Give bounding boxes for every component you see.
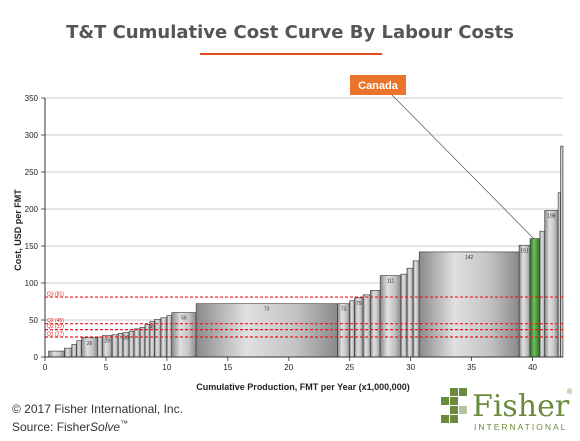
logo-subtitle: INTERNATIONAL [474,422,567,432]
cost-bar [406,267,414,358]
y-tick-label: 250 [25,168,39,177]
cost-bar [400,273,408,358]
logo-wordmark: Fisher [472,389,570,424]
cost-bar [379,275,402,358]
source-prefix: Source: Fisher [12,420,91,434]
cost-bar [518,244,531,358]
x-tick-label: 0 [43,363,48,372]
chart-title: T&T Cumulative Cost Curve By Labour Cost… [66,22,514,43]
bar-label: 26 [87,341,93,347]
cost-bar [539,230,546,358]
x-tick-label: 20 [284,363,293,372]
cost-bar [362,294,371,358]
callout-leader-line [391,94,534,239]
bar-label: 198 [547,213,556,219]
cost-bar [544,210,559,358]
grid-lines [45,97,563,321]
cost-bar [171,312,197,358]
cost-bar [128,330,135,358]
bar-label: 29 [104,339,110,345]
quartile-label: Q3 (81) [47,292,64,298]
cost-bar [111,334,119,358]
bar-label: 73 [264,307,270,313]
axes: 0 50 100 150 200 250 300 350 0 5 10 15 20 25 30 35 40 [25,94,563,372]
quartile-label: Q2 (45) [47,318,64,324]
callout-box [350,75,406,95]
fisher-logo: Fisher ® INTERNATIONAL [436,380,576,436]
cost-bar [48,350,65,358]
bar-label: 79 [356,301,362,307]
y-tick-label: 150 [25,242,39,251]
quartile-lines: Q3 (81) Q2 (45)Q2 (37) Q1 (27) [45,292,563,338]
y-axis-label: Cost, USD per FMT [13,189,23,271]
source-product: Solve [90,420,121,434]
callout-label: Canada [358,80,399,92]
cost-bar [76,340,82,358]
fisher-logo-graphic: Fisher ® INTERNATIONAL [441,388,573,432]
x-tick-label: 35 [467,363,476,372]
cost-bar [64,347,73,358]
cost-bar [557,192,561,358]
quartile-label: Q2 (37) [47,324,64,330]
cost-bar [139,327,146,358]
bar-label: 142 [465,255,474,261]
y-tick-label: 50 [29,316,38,325]
highlighted-bar [529,238,541,358]
x-tick-label: 15 [223,363,232,372]
logo-mark-icon [441,388,467,423]
y-tick-label: 0 [34,353,39,362]
bar-label: 33 [123,336,129,342]
x-tick-label: 30 [406,363,415,372]
logo-registered: ® [567,388,573,396]
bar-label: 111 [387,279,395,285]
cost-bar [154,318,162,358]
x-tick-label: 40 [528,363,537,372]
cost-bar [418,251,520,358]
bar-label: 45 [149,324,155,330]
bar-label: 73 [341,307,347,313]
y-tick-label: 100 [25,279,39,288]
title-underline [200,53,382,55]
cost-bar [97,336,103,358]
cost-bar [560,145,564,358]
y-tick-label: 300 [25,131,39,140]
x-tick-label: 25 [345,363,354,372]
source-text: Source: FisherSolve™ [12,419,128,434]
x-tick-label: 5 [104,363,109,372]
cost-bar [71,344,77,358]
y-tick-label: 350 [25,94,39,103]
y-tick-label: 200 [25,205,39,214]
cost-bar [349,300,355,358]
x-axis-label: Cumulative Production, FMT per Year (x1,… [196,382,409,392]
cost-bar [166,315,173,358]
source-trademark: ™ [120,419,129,428]
bar-label: 56 [181,316,187,322]
bars-group: 26 29 33 45 56 73 73 79 111 142 151 198 [48,145,564,358]
copyright-text: © 2017 Fisher International, Inc. [12,402,183,416]
bar-label: 151 [520,248,529,254]
quartile-label: Q1 (27) [47,332,64,338]
cost-bar [133,328,141,358]
x-tick-label: 10 [162,363,171,372]
cost-bar [412,260,420,358]
canada-callout: Canada [350,75,534,239]
